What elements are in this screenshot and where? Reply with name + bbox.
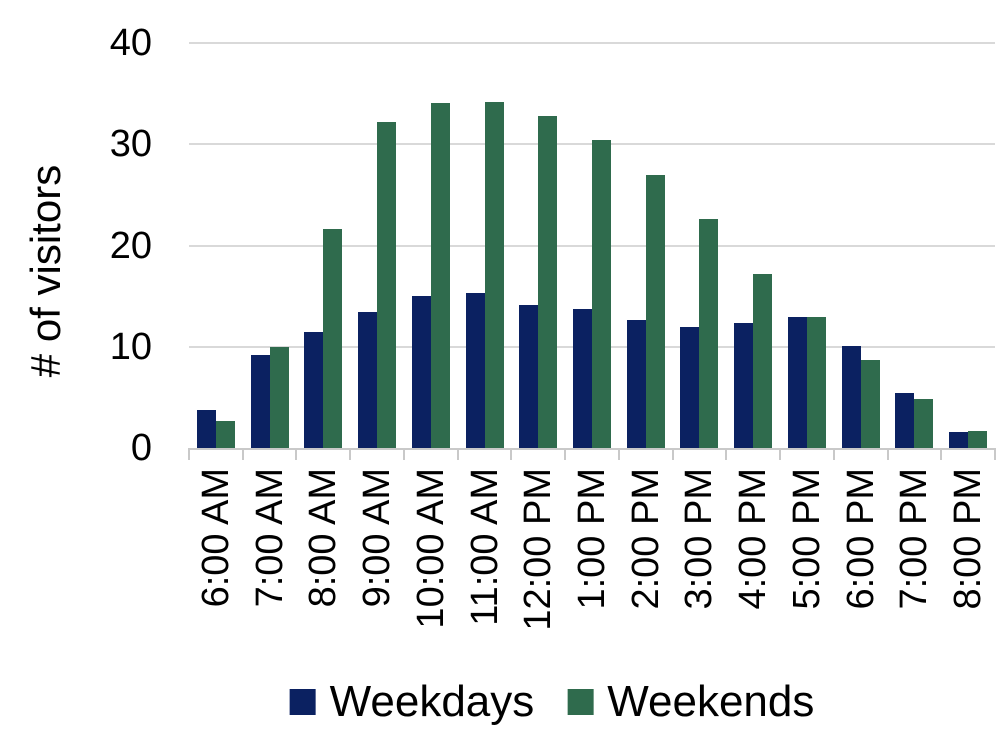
bar-weekdays — [787, 317, 807, 448]
bar-weekends — [215, 420, 235, 448]
x-tick — [671, 448, 674, 460]
x-tick — [886, 448, 889, 460]
category-slot: 10:00 AM — [402, 43, 458, 629]
bars: 6:00 AM 7:00 AM 8:00 AM 9:00 AM 10:00 AM 11:0… — [188, 43, 996, 631]
bar-weekends — [538, 115, 558, 448]
bar-weekdays — [734, 323, 754, 448]
x-tick-label: 6:00 AM — [194, 468, 237, 608]
gridline — [189, 42, 995, 44]
x-tick-label: 8:00 PM — [947, 468, 990, 610]
x-tick — [241, 448, 244, 460]
x-tick-label: 4:00 PM — [732, 468, 775, 610]
x-tick — [725, 448, 728, 460]
x-tick-label: 8:00 AM — [302, 468, 345, 608]
category-slot: 7:00 PM — [886, 43, 942, 610]
x-tick-label: 7:00 PM — [893, 468, 936, 610]
legend-item-weekends: Weekends — [567, 680, 814, 724]
x-tick-label: 6:00 PM — [839, 468, 882, 610]
bar-weekends — [592, 140, 611, 448]
x-tick — [402, 448, 405, 460]
bar-weekends — [269, 346, 289, 448]
category-slot: 9:00 AM — [349, 43, 404, 607]
category-slot: 8:00 PM — [940, 43, 995, 610]
x-tick — [940, 448, 943, 460]
y-tick-label: 40 — [109, 22, 152, 64]
x-axis-line — [189, 448, 995, 450]
bar-weekdays — [573, 309, 592, 448]
bar-weekends — [377, 121, 397, 448]
bar-weekdays — [196, 409, 216, 448]
bar-weekends — [699, 219, 719, 448]
bar-weekdays — [841, 345, 861, 448]
bar-weekends — [860, 359, 880, 448]
y-tick-label: 0 — [130, 427, 152, 469]
x-tick — [994, 448, 996, 460]
category-slot: 11:00 AM — [456, 43, 512, 626]
bar-weekdays — [680, 326, 700, 448]
x-tick-label: 5:00 PM — [785, 468, 828, 610]
bar-weekends — [806, 317, 826, 448]
x-tick — [456, 448, 459, 460]
bar-weekdays — [949, 431, 969, 448]
x-tick — [832, 448, 835, 460]
y-axis-labels: 0 10 20 30 40 — [0, 24, 152, 467]
bar-weekends — [914, 399, 934, 448]
bar-weekdays — [304, 331, 324, 448]
category-slot: 2:00 PM — [617, 43, 673, 610]
category-slot: 12:00 PM — [510, 43, 565, 631]
x-tick-label: 7:00 AM — [248, 468, 291, 608]
bar-weekdays — [358, 312, 378, 448]
x-tick — [188, 448, 190, 460]
category-slot: 3:00 PM — [671, 43, 727, 610]
bar-weekends — [753, 273, 773, 448]
legend-label-weekends: Weekends — [607, 677, 815, 726]
bar-weekdays — [626, 320, 646, 448]
bar-weekends — [968, 430, 988, 448]
x-tick-label: 11:00 AM — [463, 468, 506, 626]
x-tick-label: 3:00 PM — [678, 468, 721, 610]
bar-weekdays — [895, 393, 915, 448]
bar-weekdays — [250, 354, 270, 448]
plot-area: 6:00 AM 7:00 AM 8:00 AM 9:00 AM 10:00 AM 11:0… — [188, 42, 996, 631]
category-slot: 1:00 PM — [564, 43, 619, 610]
legend-item-weekdays: Weekdays — [289, 677, 535, 726]
x-tick-label: 1:00 PM — [571, 468, 613, 610]
x-tick — [510, 448, 513, 460]
category-slot: 5:00 PM — [779, 43, 834, 610]
y-tick-label: 10 — [109, 325, 152, 368]
category-slot: 4:00 PM — [725, 43, 780, 610]
x-tick-label: 10:00 AM — [409, 468, 452, 629]
x-tick — [349, 448, 352, 460]
x-tick — [564, 448, 567, 460]
y-tick-label: 20 — [109, 224, 152, 267]
bar-weekdays — [519, 305, 539, 448]
category-slot: 8:00 AM — [295, 43, 350, 607]
x-tick — [295, 448, 298, 460]
bar-weekdays — [465, 293, 485, 448]
x-tick — [617, 448, 620, 460]
bar-weekdays — [411, 296, 431, 448]
category-slot: 6:00 PM — [832, 43, 888, 610]
y-tick-label: 30 — [109, 123, 152, 166]
legend: Weekdays Weekends — [289, 677, 814, 726]
bar-weekends — [484, 101, 504, 448]
weekdays-swatch — [289, 689, 316, 715]
bar-weekends — [645, 174, 665, 448]
x-tick-label: 9:00 AM — [356, 468, 399, 608]
legend-label-weekdays: Weekdays — [329, 677, 535, 726]
x-tick-label: 2:00 PM — [624, 468, 667, 610]
x-tick — [779, 448, 782, 460]
bar-weekends — [323, 229, 343, 448]
category-slot: 6:00 AM — [188, 43, 243, 607]
category-slot: 7:00 AM — [241, 43, 297, 607]
weekends-swatch — [567, 689, 594, 715]
x-tick-label: 12:00 PM — [517, 468, 560, 631]
bar-weekends — [430, 102, 450, 448]
